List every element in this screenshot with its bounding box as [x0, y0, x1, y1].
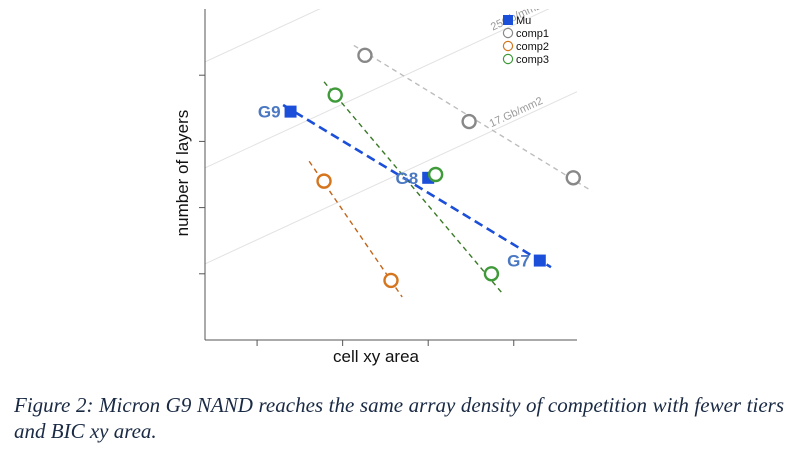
- trend-line-comp3: [323, 81, 504, 295]
- y-axis-label: number of layers: [173, 110, 192, 237]
- point-label-g7: G7: [507, 252, 530, 271]
- marker-comp3-1: [327, 87, 343, 103]
- point-label-g9: G9: [258, 103, 281, 122]
- marker-comp2-1: [316, 173, 332, 189]
- legend-label-Mu: Mu: [516, 15, 531, 27]
- iso-label-3: 17.Gb/mm2: [488, 95, 545, 130]
- marker-Mu-1: [284, 105, 297, 118]
- marker-comp3-3: [483, 266, 500, 282]
- legend-label-comp3: comp3: [516, 54, 549, 66]
- x-axis-label: cell xy area: [333, 347, 420, 366]
- data-markers: [284, 47, 581, 289]
- iso-line-2: [205, 9, 550, 169]
- legend-marker-Mu: [503, 15, 513, 25]
- trend-line-Mu: [282, 103, 552, 269]
- marker-comp1-3: [565, 170, 581, 186]
- legend-label-comp2: comp2: [516, 41, 549, 53]
- figure-caption: Figure 2: Micron G9 NAND reaches the sam…: [14, 393, 784, 443]
- marker-comp1-2: [461, 113, 477, 130]
- point-label-g8: G8: [396, 169, 419, 188]
- marker-Mu-3: [533, 254, 546, 267]
- legend-label-comp1: comp1: [516, 28, 549, 40]
- point-labels: G9 G8 G7: [258, 103, 530, 271]
- marker-comp2-2: [383, 272, 399, 289]
- iso-line-1: [205, 9, 321, 63]
- legend-marker-comp1: [502, 27, 514, 39]
- iso-line-3: [205, 91, 577, 265]
- marker-comp1-1: [357, 47, 373, 64]
- legend-marker-comp2: [502, 40, 514, 52]
- marker-comp3-2: [427, 166, 444, 183]
- axes: [199, 9, 577, 346]
- legend-marker-comp3: [502, 53, 514, 65]
